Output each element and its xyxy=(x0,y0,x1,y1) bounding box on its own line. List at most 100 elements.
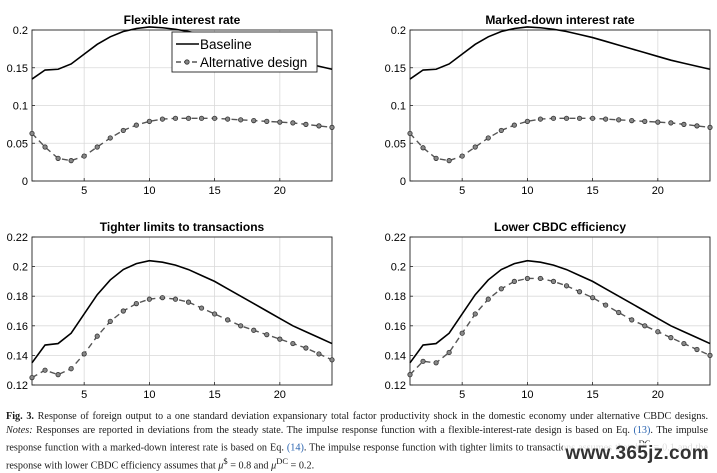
series-point-alternative xyxy=(433,360,439,366)
series-point-alternative xyxy=(290,340,296,347)
series-point-alternative xyxy=(159,116,166,122)
series-point-alternative xyxy=(707,124,713,130)
series-point-alternative xyxy=(446,158,452,164)
x-tick-label: 5 xyxy=(81,389,87,401)
series-point-alternative xyxy=(185,299,192,305)
y-tick-label: 0.05 xyxy=(385,138,406,150)
y-tick-label: 0.16 xyxy=(385,321,406,333)
watermark-text: www.365jz.com xyxy=(563,443,711,465)
series-point-alternative xyxy=(472,311,478,317)
y-tick-label: 0.2 xyxy=(13,25,28,37)
x-tick-label: 5 xyxy=(81,185,87,197)
series-point-alternative xyxy=(120,308,126,314)
series-point-alternative xyxy=(681,121,687,127)
series-point-alternative xyxy=(81,351,87,357)
series-line-baseline xyxy=(409,259,711,364)
series-point-alternative xyxy=(407,130,413,137)
x-tick-label: 20 xyxy=(274,389,286,401)
caption-math-mu-dc-rest: = 0.2. xyxy=(288,460,315,472)
series-point-alternative xyxy=(133,300,139,307)
series-point-alternative xyxy=(603,302,609,308)
legend-label-baseline: Baseline xyxy=(200,37,252,52)
series-point-alternative xyxy=(707,352,713,358)
y-tick-label: 0.05 xyxy=(7,138,28,150)
series-point-alternative xyxy=(616,117,622,123)
series-point-alternative xyxy=(537,116,544,122)
series-point-alternative xyxy=(225,317,231,323)
y-tick-label: 0.15 xyxy=(7,63,28,75)
y-tick-label: 0.15 xyxy=(385,63,406,75)
x-tick-label: 15 xyxy=(586,185,598,197)
x-tick-label: 10 xyxy=(521,389,533,401)
series-point-alternative xyxy=(511,278,517,284)
series-line-alternative xyxy=(31,117,333,162)
series-line-alternative xyxy=(409,117,711,162)
y-tick-label: 0.22 xyxy=(385,232,406,244)
series-point-alternative xyxy=(459,330,465,336)
y-tick-label: 0.1 xyxy=(391,101,406,113)
series-point-alternative xyxy=(81,153,87,159)
series-point-alternative xyxy=(55,155,61,161)
caption-notes-label: Notes: xyxy=(6,424,33,436)
series-point-alternative xyxy=(642,323,648,329)
series-point-alternative xyxy=(485,296,491,302)
series-point-alternative xyxy=(681,340,687,347)
series-point-alternative xyxy=(446,349,452,356)
y-tick-label: 0.18 xyxy=(385,291,406,303)
series-point-alternative xyxy=(603,116,609,122)
series-point-alternative xyxy=(329,357,335,363)
series-point-alternative xyxy=(146,296,152,302)
series-point-alternative xyxy=(576,289,583,295)
y-tick-label: 0 xyxy=(400,176,406,188)
y-tick-label: 0.2 xyxy=(391,262,406,274)
series-point-alternative xyxy=(459,153,465,159)
series-point-alternative xyxy=(238,117,244,123)
series-point-alternative xyxy=(225,116,231,122)
series-point-alternative xyxy=(524,118,530,124)
figure-caption: Fig. 3. Response of foreign output to a … xyxy=(6,410,708,473)
series-point-alternative xyxy=(498,127,504,134)
series-point-alternative xyxy=(537,275,544,282)
series-point-alternative xyxy=(407,372,413,378)
caption-ref-eq14[interactable]: (14) xyxy=(286,442,304,454)
series-point-alternative xyxy=(212,115,218,121)
chart-panel-4: 5 10 15 20 0.12 0.14 0.16 0.18 0.2 0.22 Lower CBDC… xyxy=(385,220,713,401)
series-point-alternative xyxy=(42,367,48,373)
series-point-alternative xyxy=(212,311,218,317)
series-point-alternative xyxy=(498,286,504,292)
series-point-alternative xyxy=(172,115,179,121)
legend-box xyxy=(171,31,318,73)
series-point-alternative xyxy=(629,118,635,124)
series-point-alternative xyxy=(642,118,648,124)
series-point-alternative xyxy=(55,372,61,378)
x-tick-label: 10 xyxy=(521,185,533,197)
series-point-alternative xyxy=(42,144,48,150)
series-point-alternative xyxy=(120,127,126,134)
series-point-alternative xyxy=(433,155,439,161)
x-tick-label: 15 xyxy=(208,389,220,401)
series-point-alternative xyxy=(68,158,74,164)
x-tick-label: 20 xyxy=(652,185,664,197)
series-point-alternative xyxy=(29,374,35,381)
caption-ref-eq13[interactable]: (13) xyxy=(633,424,651,436)
y-tick-label: 0.18 xyxy=(7,291,28,303)
legend-marker-alternative xyxy=(184,59,190,65)
caption-text-2: Responses are reported in deviations fro… xyxy=(32,424,634,436)
series-point-alternative xyxy=(655,119,661,125)
series-point-alternative xyxy=(251,327,257,333)
y-tick-label: 0.2 xyxy=(13,262,28,274)
caption-text-1: Response of foreign output to a one stan… xyxy=(33,411,708,422)
y-tick-label: 0.14 xyxy=(7,350,28,362)
caption-text-4: . The impulse response function with tig… xyxy=(303,442,634,454)
series-line-baseline xyxy=(31,259,333,364)
series-point-alternative xyxy=(616,309,622,316)
series-point-alternative xyxy=(107,135,113,141)
series-line-alternative xyxy=(409,277,711,376)
series-point-alternative xyxy=(524,275,530,282)
series-point-alternative xyxy=(485,135,491,141)
caption-math-mu-dollar-rest: = 0.8 and xyxy=(227,460,272,472)
series-point-alternative xyxy=(655,329,661,335)
series-point-alternative xyxy=(238,323,244,329)
series-point-alternative xyxy=(420,145,426,151)
